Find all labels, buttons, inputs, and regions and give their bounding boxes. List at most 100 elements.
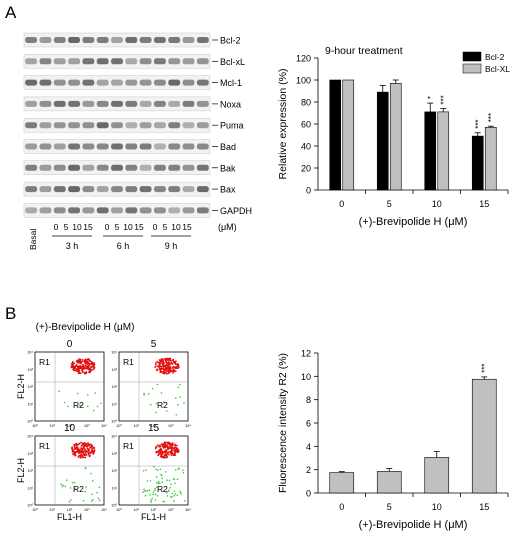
flow-event-high [72, 368, 75, 370]
flow-event-high [167, 372, 169, 375]
flow-event-high [80, 444, 83, 447]
flow-event-high [172, 368, 175, 371]
flow-event-low [169, 486, 172, 489]
flow-event-low [143, 488, 145, 491]
gate-r2-label: R2 [157, 400, 168, 410]
blot-band [182, 164, 195, 171]
blot-band [125, 37, 138, 43]
flow-event-high [172, 447, 175, 450]
blot-band [96, 186, 109, 193]
flow-event-low [178, 467, 181, 470]
blot-band [111, 79, 123, 86]
blot-band [68, 122, 81, 129]
flow-event-high [73, 453, 76, 456]
blot-band [139, 100, 152, 107]
blot-band [96, 164, 109, 171]
flow-event-high [168, 371, 171, 374]
x-decade-label: 10⁰ [116, 508, 122, 512]
y-tick-label: 0 [306, 186, 311, 196]
flow-event-high [172, 444, 174, 447]
flow-event-low [86, 393, 89, 396]
flow-event-high [87, 358, 89, 360]
flow-plot-frame [34, 435, 105, 506]
flow-event-low [94, 392, 96, 394]
flow-event-low [179, 396, 181, 398]
flow-event-low [149, 403, 152, 406]
flow-event-high [159, 445, 162, 447]
blot-band [82, 122, 95, 129]
bar [471, 378, 497, 494]
flow-event-high [81, 370, 84, 373]
flow-event-low [84, 490, 86, 493]
gate-r1-label: R1 [123, 357, 134, 367]
flow-event-high [92, 450, 95, 453]
blot-band [39, 58, 52, 65]
y-decade-label: 10⁴ [111, 351, 117, 355]
flow-plot-label: 5 [151, 339, 157, 350]
flow-plot-frame [118, 435, 189, 506]
blot-band [168, 37, 181, 43]
flow-event-high [170, 443, 173, 446]
flow-event-high [158, 445, 161, 448]
blot-band [25, 100, 38, 107]
flow-event-low [183, 402, 185, 404]
flow-event-high [166, 364, 169, 367]
flow-event-high [165, 455, 168, 457]
blot-band [68, 207, 81, 214]
flow-event-high [89, 360, 92, 363]
flow-event-low [97, 497, 100, 499]
flow-event-high [167, 367, 170, 370]
flow-event-low [154, 487, 156, 490]
flow-event-high [73, 366, 75, 369]
x-decade-label: 10¹ [134, 424, 140, 428]
flow-event-low [96, 405, 99, 408]
flow-event-high [171, 442, 174, 445]
flow-event-high [164, 449, 167, 452]
blot-band [153, 37, 166, 43]
flow-event-high [158, 453, 160, 456]
flow-event-low [60, 483, 63, 485]
flow-event-high [75, 443, 78, 445]
flow-event-high [160, 456, 163, 458]
blot-band [53, 122, 66, 129]
flow-event-low [165, 470, 167, 473]
flow-event-high [91, 362, 94, 364]
flow-event-high [85, 443, 88, 445]
flow-event-high [158, 359, 161, 362]
flow-event-low [66, 479, 68, 481]
blot-band [182, 186, 195, 193]
blot-band [82, 79, 95, 86]
flow-event-high [88, 443, 90, 446]
flow-event-high [165, 456, 168, 459]
flow-event-high [72, 449, 75, 452]
y-tick-label: 60 [301, 120, 311, 130]
dose-tick-label: 0 [105, 222, 110, 232]
flow-event-high [86, 363, 89, 365]
flow-event-high [84, 448, 87, 451]
flow-cytometry-panel: (+)-Brevipolide H (μM)0R1R210⁰10⁰10¹10¹1… [16, 322, 191, 522]
flow-event-low [161, 481, 164, 483]
flow-event-high [87, 361, 89, 364]
flow-event-high [83, 366, 86, 369]
blot-band [25, 58, 38, 65]
blot-band [168, 122, 181, 129]
blot-band [25, 207, 38, 214]
blot-band [25, 79, 38, 86]
flow-plot-15: 15R1R210⁰10⁰10¹10¹10²10²10³10³10⁴10⁴FL1-… [111, 423, 191, 522]
flow-event-high [89, 368, 92, 371]
dose-tick-label: 15 [182, 222, 192, 232]
time-group-label: 9 h [165, 241, 178, 251]
flow-event-low [176, 494, 179, 497]
gate-r1-label: R1 [39, 357, 50, 367]
blot-band [125, 143, 138, 150]
flow-event-low [170, 495, 172, 498]
blot-band [111, 37, 123, 43]
x-decade-label: 10⁰ [32, 508, 38, 512]
flow-event-high [72, 453, 74, 455]
flow-event-low [86, 405, 89, 407]
flow-event-high [159, 452, 162, 455]
flow-event-low [61, 485, 64, 488]
flow-event-high [71, 448, 74, 450]
blot-band [153, 122, 166, 129]
flow-event-high [161, 450, 164, 453]
